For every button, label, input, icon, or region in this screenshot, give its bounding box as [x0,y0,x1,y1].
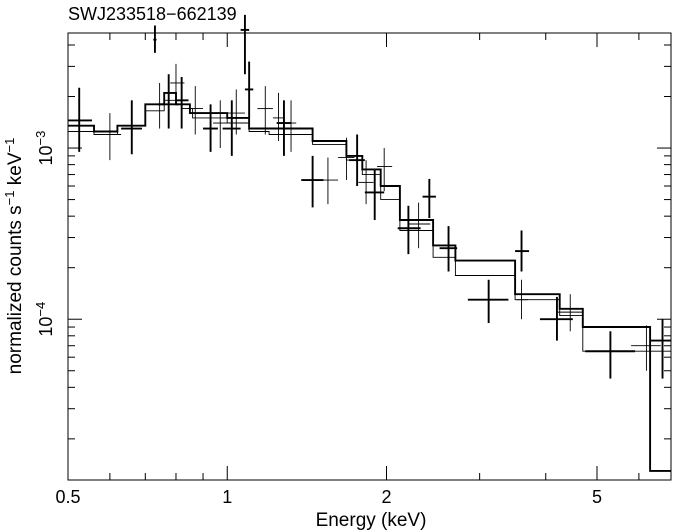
data-point [516,279,528,320]
data-point [227,89,245,135]
data-point [631,325,661,371]
x-tick-label: 5 [592,487,602,507]
series-thick [68,14,671,472]
y-tick-label-base: 10 [36,317,56,337]
x-tick-label: 0.5 [55,487,80,507]
data-point [121,100,142,155]
data-point [650,319,671,379]
data-point [244,61,254,118]
data-point [338,137,355,181]
model-step-thin [68,99,671,352]
data-point [515,230,530,272]
data-point [285,100,297,152]
data-point [213,100,228,149]
data-point [585,331,636,379]
data-point [170,63,185,105]
x-tick-label: 2 [381,487,391,507]
data-point [439,226,458,272]
data-point [377,148,393,192]
data-point [153,25,157,53]
data-point [222,100,241,156]
x-axis-title: Energy (keV) [316,510,427,531]
data-point [240,14,250,75]
data-point [408,202,431,249]
model-step-thick [68,91,671,472]
y-axis-title-mid: keV [5,152,26,190]
y-tick-label: 10−3 [33,131,56,166]
data-point [257,86,273,135]
data-point [272,92,284,141]
y-axis-title-exp2: −1 [2,138,17,153]
data-point [539,296,573,341]
data-point [358,160,374,205]
data-point [203,104,218,152]
data-point [154,82,165,129]
y-axis-title-prefix: normalized counts s [5,205,26,374]
axis-ticks [67,33,671,480]
y-axis-title: normalized counts s−1 keV−1 [2,138,26,375]
y-tick-label: 10−4 [33,302,56,337]
y-tick-label-base: 10 [36,145,56,165]
series-layer [68,14,671,472]
plot-frame [67,32,672,481]
x-tick-label: 1 [222,487,232,507]
data-point [301,155,324,208]
series-thin [68,63,671,371]
y-tick-label-exp: −4 [33,302,48,317]
data-point [187,86,204,135]
data-point [68,87,92,152]
data-point [98,113,122,161]
y-axis-title-exp1: −1 [2,191,17,206]
chart-title: SWJ233518−662139 [68,4,237,24]
data-point [556,294,583,332]
data-point [467,279,509,324]
data-point [422,178,436,219]
data-point [175,77,189,129]
tick-labels: 0.5 1 2 510−410−3 [33,131,602,507]
data-point [317,157,339,205]
data-point [397,205,421,255]
y-tick-label-exp: −3 [33,131,48,146]
